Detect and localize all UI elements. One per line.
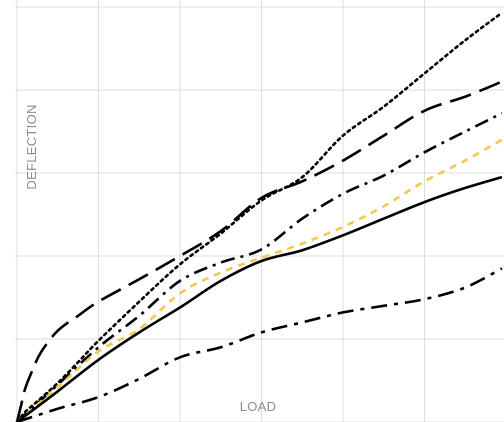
gridlines — [15, 0, 504, 422]
series-line-solid — [16, 175, 503, 422]
series-line-dash-dot — [16, 112, 503, 422]
series-line-long-dash — [15, 80, 503, 422]
x-axis-label: LOAD — [240, 399, 277, 414]
series-line-long-dash-dot — [16, 267, 503, 422]
series-layer — [15, 11, 504, 422]
series-line-dotted — [15, 11, 504, 422]
y-axis-label: DEFLECTION — [24, 104, 39, 189]
series-line-dashed — [16, 138, 503, 422]
